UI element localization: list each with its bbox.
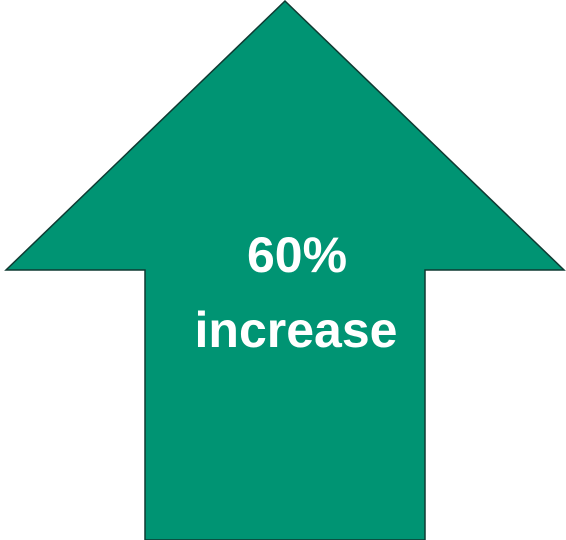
increase-label: increase [195, 302, 398, 358]
arrow-shape [4, 0, 566, 540]
percentage-label: 60% [247, 227, 347, 283]
